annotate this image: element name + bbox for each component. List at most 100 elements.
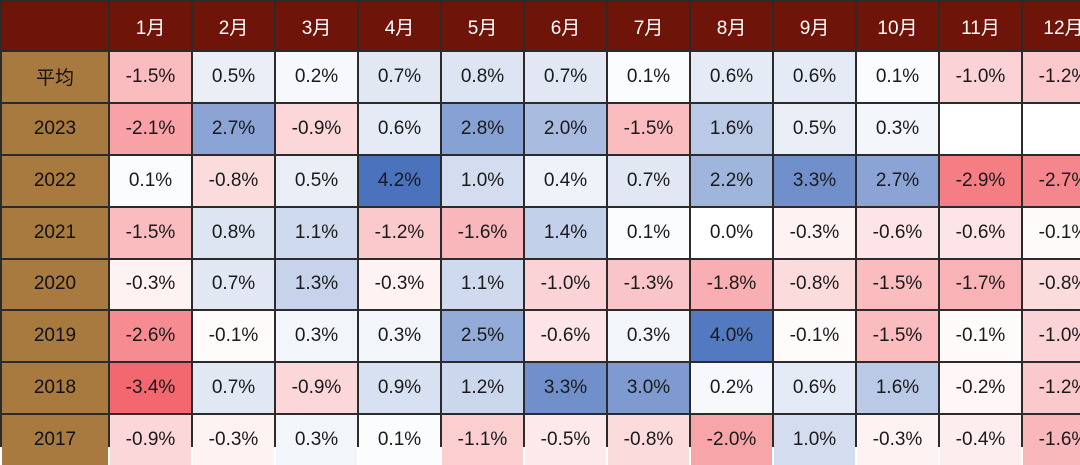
column-header: 2月 [193, 2, 274, 50]
heatmap-cell: 2.8% [442, 103, 523, 154]
heatmap-cell: -2.7% [1023, 155, 1080, 206]
heatmap-cell: -1.5% [857, 259, 938, 310]
heatmap-cell: 2.7% [857, 155, 938, 206]
heatmap-cell: 0.1% [110, 155, 191, 206]
column-header: 12月 [1023, 2, 1080, 50]
heatmap-cell: 0.9% [359, 363, 440, 414]
heatmap-cell: -0.1% [193, 311, 274, 362]
row-label: 平均 [2, 52, 108, 102]
heatmap-cell: 3.3% [525, 363, 606, 414]
column-header: 4月 [359, 2, 440, 50]
heatmap-cell: 0.6% [691, 52, 772, 102]
heatmap-cell: 1.0% [442, 155, 523, 206]
heatmap-cell: -1.1% [442, 415, 523, 465]
heatmap-cell: 1.3% [276, 259, 357, 310]
heatmap-cell: 0.6% [774, 52, 855, 102]
heatmap-cell: 3.0% [608, 363, 689, 414]
heatmap-cell: 0.0% [691, 207, 772, 258]
heatmap-cell: 4.2% [359, 155, 440, 206]
row-label: 2019 [2, 311, 108, 362]
row-label: 2017 [2, 415, 108, 465]
heatmap-cell: 1.6% [691, 103, 772, 154]
heatmap-cell: -0.5% [525, 415, 606, 465]
heatmap-cell: -1.5% [608, 103, 689, 154]
heatmap-cell: 0.5% [193, 52, 274, 102]
heatmap-cell: -2.6% [110, 311, 191, 362]
column-header: 3月 [276, 2, 357, 50]
heatmap-cell: -0.8% [774, 259, 855, 310]
column-header: 5月 [442, 2, 523, 50]
heatmap-cell: -0.1% [1023, 207, 1080, 258]
heatmap-cell: -0.4% [940, 415, 1021, 465]
row-label: 2018 [2, 363, 108, 414]
column-header: 8月 [691, 2, 772, 50]
column-header: 7月 [608, 2, 689, 50]
heatmap-cell: 0.6% [774, 363, 855, 414]
heatmap-cell: 3.3% [774, 155, 855, 206]
heatmap-cell: -0.1% [940, 311, 1021, 362]
heatmap-cell: 0.7% [359, 52, 440, 102]
heatmap-cell: 1.1% [442, 259, 523, 310]
heatmap-cell: -1.6% [1023, 415, 1080, 465]
heatmap-cell: -0.1% [774, 311, 855, 362]
heatmap-cell: 0.3% [276, 311, 357, 362]
heatmap-cell: -0.8% [1023, 259, 1080, 310]
heatmap-cell: 0.2% [691, 363, 772, 414]
heatmap-cell: 1.6% [857, 363, 938, 414]
heatmap-cell: -1.8% [691, 259, 772, 310]
heatmap-cell: -2.0% [691, 415, 772, 465]
heatmap-cell: 1.1% [276, 207, 357, 258]
heatmap-cell: -1.3% [608, 259, 689, 310]
heatmap-cell [940, 103, 1021, 154]
heatmap-cell: -0.3% [774, 207, 855, 258]
heatmap-cell: -0.6% [857, 207, 938, 258]
heatmap-cell: 0.6% [359, 103, 440, 154]
heatmap-cell: 0.4% [525, 155, 606, 206]
heatmap-cell: 0.3% [359, 311, 440, 362]
heatmap-cell: 1.4% [525, 207, 606, 258]
heatmap-cell: 2.5% [442, 311, 523, 362]
row-label: 2023 [2, 103, 108, 154]
heatmap-cell: -1.7% [940, 259, 1021, 310]
heatmap-cell: -0.9% [110, 415, 191, 465]
heatmap-cell: 0.7% [608, 155, 689, 206]
column-header: 6月 [525, 2, 606, 50]
heatmap-cell: 0.3% [857, 103, 938, 154]
heatmap-cell: -0.8% [608, 415, 689, 465]
heatmap-cell: 0.1% [359, 415, 440, 465]
heatmap-cell: 0.1% [857, 52, 938, 102]
heatmap-cell: -0.9% [276, 103, 357, 154]
heatmap-cell: -0.6% [525, 311, 606, 362]
heatmap-cell: 0.7% [193, 363, 274, 414]
heatmap-cell [1023, 103, 1080, 154]
heatmap-cell: -1.5% [857, 311, 938, 362]
heatmap-cell: -1.2% [1023, 363, 1080, 414]
heatmap-cell: -1.5% [110, 52, 191, 102]
heatmap-cell: 0.7% [525, 52, 606, 102]
heatmap-cell: 0.1% [608, 207, 689, 258]
heatmap-cell: -0.9% [276, 363, 357, 414]
heatmap-cell: 1.2% [442, 363, 523, 414]
heatmap-cell: 0.5% [774, 103, 855, 154]
heatmap-cell: 4.0% [691, 311, 772, 362]
heatmap-cell: -0.3% [193, 415, 274, 465]
heatmap-cell: -0.8% [193, 155, 274, 206]
heatmap-cell: 2.0% [525, 103, 606, 154]
heatmap-cell: 0.3% [608, 311, 689, 362]
heatmap-cell: -0.2% [940, 363, 1021, 414]
heatmap-cell: -1.5% [110, 207, 191, 258]
heatmap-cell: 0.5% [276, 155, 357, 206]
heatmap-cell: 1.0% [774, 415, 855, 465]
heatmap-cell: -1.2% [359, 207, 440, 258]
row-label: 2020 [2, 259, 108, 310]
heatmap-cell: -1.0% [1023, 311, 1080, 362]
heatmap-cell: 2.2% [691, 155, 772, 206]
heatmap-cell: -0.3% [110, 259, 191, 310]
heatmap-cell: 0.8% [193, 207, 274, 258]
heatmap-cell: -1.0% [525, 259, 606, 310]
heatmap-cell: 0.3% [276, 415, 357, 465]
heatmap-cell: -1.6% [442, 207, 523, 258]
column-header: 9月 [774, 2, 855, 50]
heatmap-cell: 2.7% [193, 103, 274, 154]
